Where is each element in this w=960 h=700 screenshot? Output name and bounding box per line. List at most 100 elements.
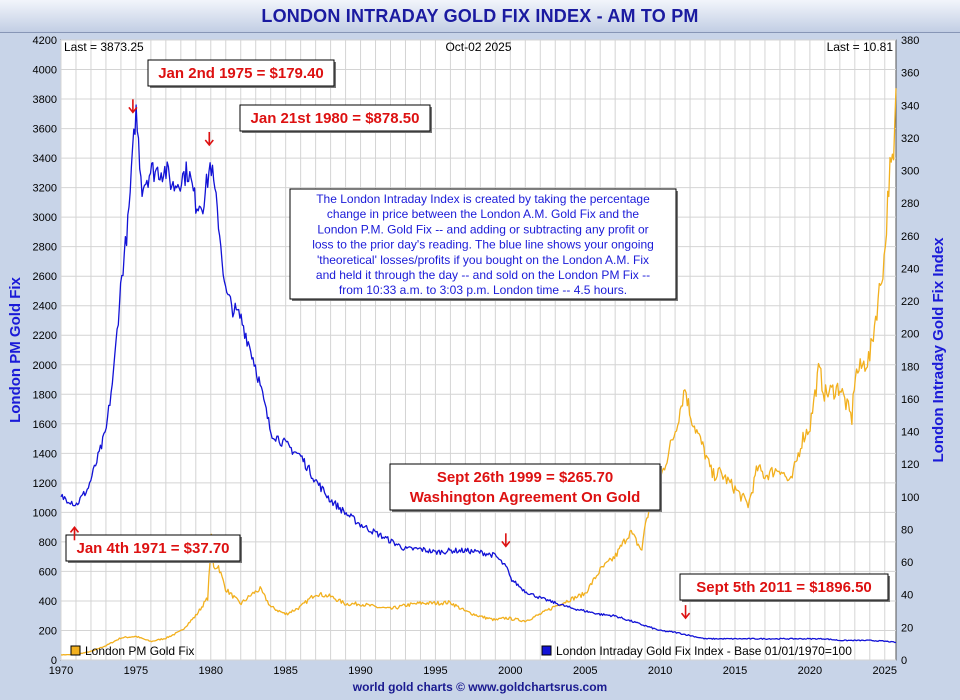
annotation-text: Jan 2nd 1975 = $179.40: [158, 65, 324, 82]
left-tick-label: 1800: [33, 389, 57, 401]
chart-title: LONDON INTRADAY GOLD FIX INDEX - AM TO P…: [261, 5, 699, 26]
note-line: The London Intraday Index is created by …: [316, 192, 650, 206]
annotation-text: Jan 21st 1980 = $878.50: [251, 110, 420, 127]
annotation-box: [239, 104, 431, 132]
x-tick-label: 1985: [273, 665, 297, 677]
chart-date: Oct-02 2025: [445, 40, 511, 54]
left-tick-label: 2600: [33, 271, 57, 283]
note-box-frame: [289, 188, 677, 300]
right-tick-label: 240: [901, 263, 919, 275]
x-tick-label: 1995: [423, 665, 447, 677]
series-line-index: [60, 104, 897, 644]
left-tick-label: 2000: [33, 360, 57, 372]
right-tick-label: 280: [901, 198, 919, 210]
right-axis: 0 20 40 60 80 100 120 140 160 180 200 220 240 260 280 3…: [901, 35, 919, 667]
left-tick-label: 3600: [33, 124, 57, 136]
right-tick-label: 80: [901, 524, 913, 536]
note-box: The London Intraday Index is created by …: [289, 188, 678, 301]
x-tick-label: 2010: [648, 665, 672, 677]
x-axis: 1970 1975 1980 1985 1990 1995 2000 2005 2010 2015…: [49, 665, 897, 677]
annotation-text-2: Washington Agreement On Gold: [410, 489, 641, 506]
left-tick-label: 2400: [33, 301, 57, 313]
left-axis: 0 200 400 600 800 1000 1200 1400 1600 1800 2000 220…: [33, 35, 57, 667]
left-tick-label: 800: [39, 537, 57, 549]
x-tick-label: 2000: [498, 665, 522, 677]
left-tick-label: 2200: [33, 330, 57, 342]
right-tick-label: 20: [901, 622, 913, 634]
annotation-box: [679, 573, 889, 601]
note-line: loss to the prior day's reading. The blu…: [312, 238, 654, 252]
annotation-box: [147, 59, 335, 87]
left-tick-label: 200: [39, 625, 57, 637]
x-tick-label: 1975: [124, 665, 148, 677]
annotation: Jan 2nd 1975 = $179.40: [128, 59, 336, 114]
left-tick-label: 0: [51, 655, 57, 667]
x-tick-label: 2005: [573, 665, 597, 677]
right-tick-label: 100: [901, 492, 919, 504]
left-tick-label: 3400: [33, 153, 57, 165]
gold-fix-chart: 0200400600800100012001400160018002000220…: [7, 35, 947, 677]
annotation-arrowhead: [501, 540, 511, 548]
right-tick-label: 380: [901, 35, 919, 47]
right-tick-label: 40: [901, 590, 913, 602]
left-tick-label: 400: [39, 596, 57, 608]
x-tick-label: 1980: [199, 665, 223, 677]
grid-lines: [60, 39, 896, 661]
left-tick-label: 600: [39, 566, 57, 578]
right-tick-label: 0: [901, 655, 907, 667]
right-tick-label: 160: [901, 394, 919, 406]
right-tick-label: 140: [901, 427, 919, 439]
annotation-arrowhead: [204, 139, 214, 147]
annotation-text: Sept 5th 2011 = $1896.50: [696, 579, 872, 596]
annotation-arrowhead: [128, 106, 138, 114]
annotation: Sept 26th 1999 = $265.70 Washington Agree…: [389, 463, 662, 548]
note-line: and held it through the day -- and sold …: [316, 268, 650, 282]
annotation: Jan 21st 1980 = $878.50: [204, 104, 432, 147]
x-tick-label: 2025: [873, 665, 897, 677]
left-tick-label: 4200: [33, 35, 57, 47]
annotation-arrowhead: [69, 526, 80, 533]
left-tick-label: 1000: [33, 507, 57, 519]
left-tick-label: 1400: [33, 448, 57, 460]
legend-label: London PM Gold Fix: [85, 644, 194, 658]
series-line-gold: [60, 88, 897, 656]
left-tick-label: 1600: [33, 419, 57, 431]
annotation-box: [389, 463, 661, 511]
annotation-text: Jan 4th 1971 = $37.70: [76, 540, 229, 557]
plot-area: [60, 39, 897, 661]
annotation: Sept 5th 2011 = $1896.50: [679, 573, 890, 620]
x-tick-label: 2020: [798, 665, 822, 677]
left-tick-label: 4000: [33, 65, 57, 77]
footer-credit: world gold charts © www.goldchartsrus.co…: [352, 680, 608, 694]
annotation-text: Sept 26th 1999 = $265.70: [437, 469, 613, 486]
right-tick-label: 200: [901, 329, 919, 341]
right-tick-label: 360: [901, 68, 919, 80]
legend-swatch: [541, 645, 552, 656]
left-axis-title: London PM Gold Fix: [7, 276, 24, 422]
note-line: from 10:33 a.m. to 3:03 p.m. London time…: [339, 283, 627, 297]
left-tick-label: 2800: [33, 242, 57, 254]
legend-label: London Intraday Gold Fix Index - Base 01…: [556, 644, 852, 658]
right-tick-label: 220: [901, 296, 919, 308]
x-tick-label: 1970: [49, 665, 73, 677]
note-line: London P.M. Gold Fix -- and adding or su…: [317, 222, 648, 236]
right-tick-label: 180: [901, 361, 919, 373]
right-tick-label: 300: [901, 166, 919, 178]
legend-swatch: [70, 645, 81, 656]
left-tick-label: 3800: [33, 94, 57, 106]
legend: London PM Gold Fix London Intraday Gold F…: [70, 644, 852, 658]
right-tick-label: 320: [901, 133, 919, 145]
right-tick-label: 120: [901, 459, 919, 471]
x-tick-label: 1990: [348, 665, 372, 677]
note-line: change in price between the London A.M. …: [327, 207, 640, 221]
annotation-arrowhead: [680, 612, 691, 620]
annotation-box: [65, 534, 241, 562]
right-tick-label: 340: [901, 100, 919, 112]
note-line: 'theoretical' losses/profits if you boug…: [317, 253, 649, 267]
right-axis-title: London Intraday Gold Fix Index: [930, 237, 947, 463]
left-tick-label: 1200: [33, 478, 57, 490]
right-tick-label: 260: [901, 231, 919, 243]
left-tick-label: 3000: [33, 212, 57, 224]
left-tick-label: 3200: [33, 183, 57, 195]
last-value-left: Last = 3873.25: [64, 40, 144, 54]
